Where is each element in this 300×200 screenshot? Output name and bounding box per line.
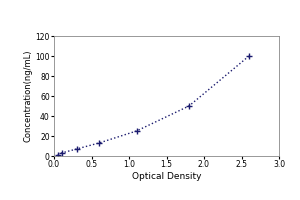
X-axis label: Optical Density: Optical Density <box>132 172 201 181</box>
Y-axis label: Concentration(ng/mL): Concentration(ng/mL) <box>24 50 33 142</box>
